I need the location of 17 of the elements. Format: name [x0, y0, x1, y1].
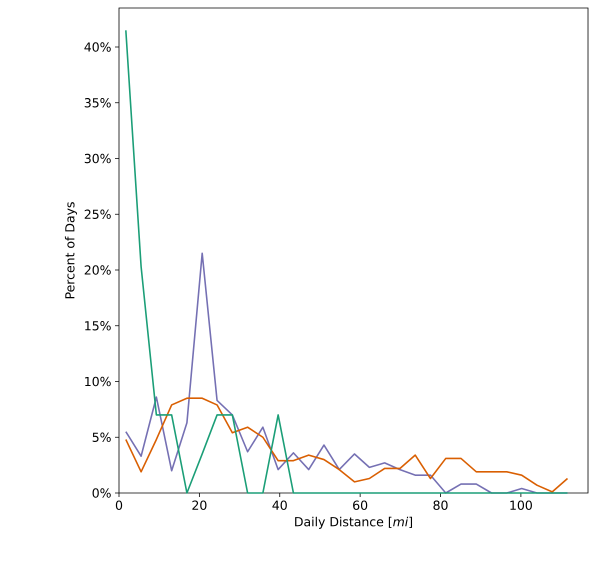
y-tick-label: 0%	[92, 488, 111, 498]
y-tick-label: 20%	[84, 265, 111, 275]
y-tick-label: 5%	[92, 432, 111, 442]
y-axis-title: Percent of Days	[64, 202, 77, 298]
y-tick-label: 15%	[85, 321, 111, 330]
y-tick-label: 10%	[85, 376, 111, 386]
x-tick-label: 60	[353, 500, 368, 510]
x-tick-label: 100	[510, 500, 532, 510]
x-tick-label: 80	[433, 500, 448, 510]
x-tick-label: 0	[116, 500, 122, 510]
y-tick-label: 30%	[84, 154, 111, 164]
x-tick-label: 20	[192, 500, 206, 510]
x-axis-title: Daily Distance [mi]	[295, 516, 412, 529]
y-tick-label: 25%	[84, 210, 111, 219]
y-tick-label: 35%	[84, 98, 111, 108]
x-tick-label: 40	[272, 500, 287, 510]
y-tick-label: 40%	[84, 42, 111, 52]
